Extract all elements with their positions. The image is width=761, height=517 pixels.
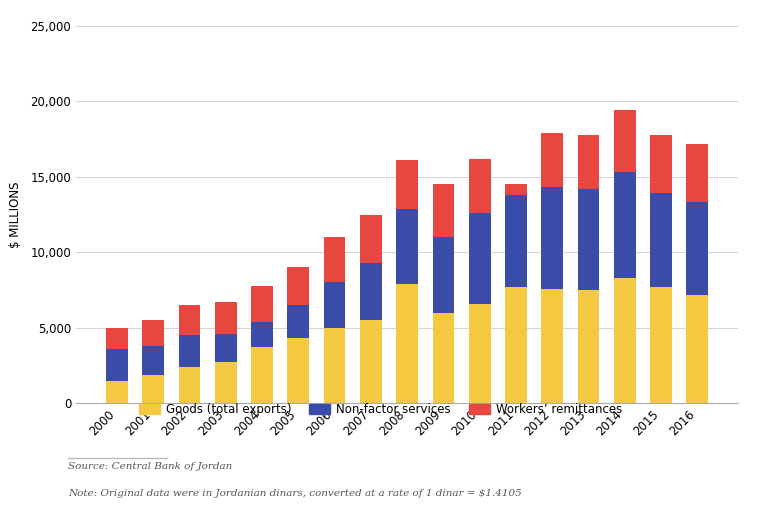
Bar xyxy=(107,349,128,381)
Bar xyxy=(578,134,600,189)
Bar xyxy=(505,195,527,287)
Bar xyxy=(650,287,672,403)
Bar xyxy=(650,193,672,287)
Bar xyxy=(107,328,128,349)
Bar xyxy=(578,290,600,403)
Text: Source: Central Bank of Jordan: Source: Central Bank of Jordan xyxy=(68,462,233,471)
Bar xyxy=(432,237,454,313)
Bar xyxy=(505,185,527,195)
Bar xyxy=(142,320,164,346)
Bar xyxy=(360,320,382,403)
Bar xyxy=(541,288,563,403)
Bar xyxy=(469,159,491,213)
Bar xyxy=(179,336,200,367)
Bar xyxy=(179,367,200,403)
Bar xyxy=(251,347,273,403)
Bar xyxy=(469,213,491,303)
Bar xyxy=(142,375,164,403)
Bar xyxy=(360,215,382,263)
Bar xyxy=(396,160,418,208)
Bar xyxy=(614,278,635,403)
Bar xyxy=(396,208,418,284)
Bar xyxy=(614,111,635,172)
Bar xyxy=(179,305,200,336)
Bar xyxy=(432,185,454,237)
Bar xyxy=(323,328,345,403)
Bar xyxy=(215,334,237,362)
Bar xyxy=(686,144,708,203)
Bar xyxy=(323,237,345,282)
Bar xyxy=(288,338,309,403)
Bar xyxy=(686,203,708,295)
Legend: Goods (total exports), Non-factor services, Workers’ remittances: Goods (total exports), Non-factor servic… xyxy=(134,398,627,421)
Bar xyxy=(469,303,491,403)
Bar xyxy=(432,313,454,403)
Bar xyxy=(360,263,382,320)
Bar xyxy=(505,287,527,403)
Text: Note: Original data were in Jordanian dinars, converted at a rate of 1 dinar = $: Note: Original data were in Jordanian di… xyxy=(68,489,522,498)
Bar xyxy=(107,381,128,403)
Bar xyxy=(650,134,672,193)
Bar xyxy=(578,189,600,290)
Bar xyxy=(251,285,273,322)
Y-axis label: $ MILLIONS: $ MILLIONS xyxy=(9,181,22,248)
Bar xyxy=(142,346,164,375)
Bar xyxy=(614,172,635,278)
Bar xyxy=(288,267,309,305)
Bar xyxy=(323,282,345,328)
Bar xyxy=(686,295,708,403)
Bar xyxy=(251,322,273,347)
Bar xyxy=(288,305,309,338)
Bar xyxy=(541,133,563,187)
Bar xyxy=(215,302,237,334)
Bar xyxy=(215,362,237,403)
Bar xyxy=(396,284,418,403)
Bar xyxy=(541,187,563,288)
